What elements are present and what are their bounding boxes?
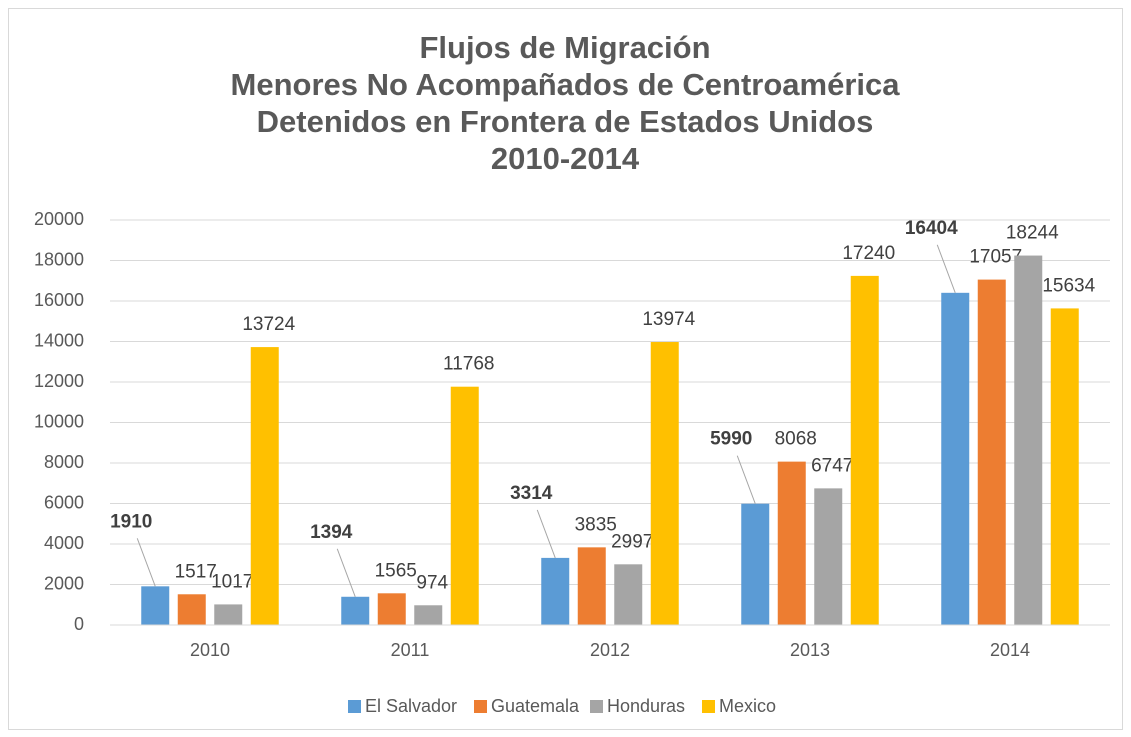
data-label: 17240: [842, 243, 895, 264]
y-tick-label: 0: [74, 614, 84, 634]
x-tick-label: 2011: [391, 640, 430, 660]
y-tick-label: 4000: [44, 533, 84, 553]
data-label: 1517: [175, 561, 217, 582]
y-tick-label: 18000: [34, 249, 84, 269]
legend-swatch: [702, 700, 715, 713]
bar: [1050, 308, 1079, 625]
leader-line: [136, 538, 156, 587]
x-tick-label: 2014: [990, 640, 1030, 660]
bar: [850, 275, 879, 625]
chart-title: 2010-2014: [491, 141, 640, 176]
data-label: 1565: [375, 560, 417, 581]
bar: [250, 347, 279, 625]
bar: [214, 604, 243, 625]
bar: [777, 461, 806, 625]
data-label: 13724: [242, 314, 295, 335]
bar: [814, 488, 843, 625]
data-label: 1017: [211, 571, 253, 592]
y-tick-label: 16000: [34, 290, 84, 310]
bar: [941, 292, 970, 625]
data-label: 13974: [642, 309, 695, 330]
y-tick-label: 10000: [34, 411, 84, 431]
data-label: 18244: [1006, 223, 1059, 244]
bar: [177, 594, 206, 625]
data-label: 6747: [811, 455, 853, 476]
leader-line: [536, 509, 556, 559]
bar: [614, 564, 643, 625]
x-tick-label: 2010: [190, 640, 230, 660]
bar: [741, 503, 770, 625]
x-tick-label: 2012: [590, 640, 630, 660]
legend-label: Mexico: [719, 696, 776, 716]
data-label: 3314: [510, 483, 553, 504]
data-label: 11768: [443, 354, 494, 375]
bar: [414, 605, 443, 625]
y-tick-label: 6000: [44, 492, 84, 512]
data-label: 2997: [611, 531, 653, 552]
y-tick-label: 8000: [44, 452, 84, 472]
bar: [577, 547, 606, 625]
leader-line: [736, 455, 756, 504]
bar: [1014, 255, 1043, 625]
y-tick-label: 2000: [44, 573, 84, 593]
bar: [377, 593, 406, 625]
bar: [977, 279, 1006, 625]
y-tick-label: 12000: [34, 371, 84, 391]
data-label: 8068: [775, 429, 817, 450]
x-tick-label: 2013: [790, 640, 830, 660]
legend-swatch: [474, 700, 487, 713]
legend-label: Honduras: [607, 696, 685, 716]
legend-label: Guatemala: [491, 696, 580, 716]
y-tick-label: 20000: [34, 209, 84, 229]
leader-line: [936, 244, 956, 293]
legend-label: El Salvador: [365, 696, 457, 716]
chart-title: Detenidos en Frontera de Estados Unidos: [257, 104, 874, 139]
data-label: 15634: [1042, 275, 1095, 296]
chart-title: Menores No Acompañados de Centroamérica: [231, 67, 901, 102]
data-label: 5990: [710, 429, 752, 450]
bar: [341, 596, 370, 625]
legend-swatch: [348, 700, 361, 713]
data-label: 1394: [310, 522, 353, 543]
bar: [541, 557, 570, 625]
data-label: 1910: [110, 511, 152, 532]
leader-line: [336, 548, 356, 597]
data-label: 16404: [905, 218, 958, 239]
chart-title: Flujos de Migración: [419, 30, 710, 65]
data-label: 3835: [575, 514, 617, 535]
y-tick-label: 14000: [34, 330, 84, 350]
data-label: 17057: [969, 247, 1022, 268]
bar: [650, 342, 679, 625]
bar: [141, 586, 170, 625]
bar: [450, 386, 479, 625]
data-label: 974: [416, 572, 448, 593]
legend-swatch: [590, 700, 603, 713]
